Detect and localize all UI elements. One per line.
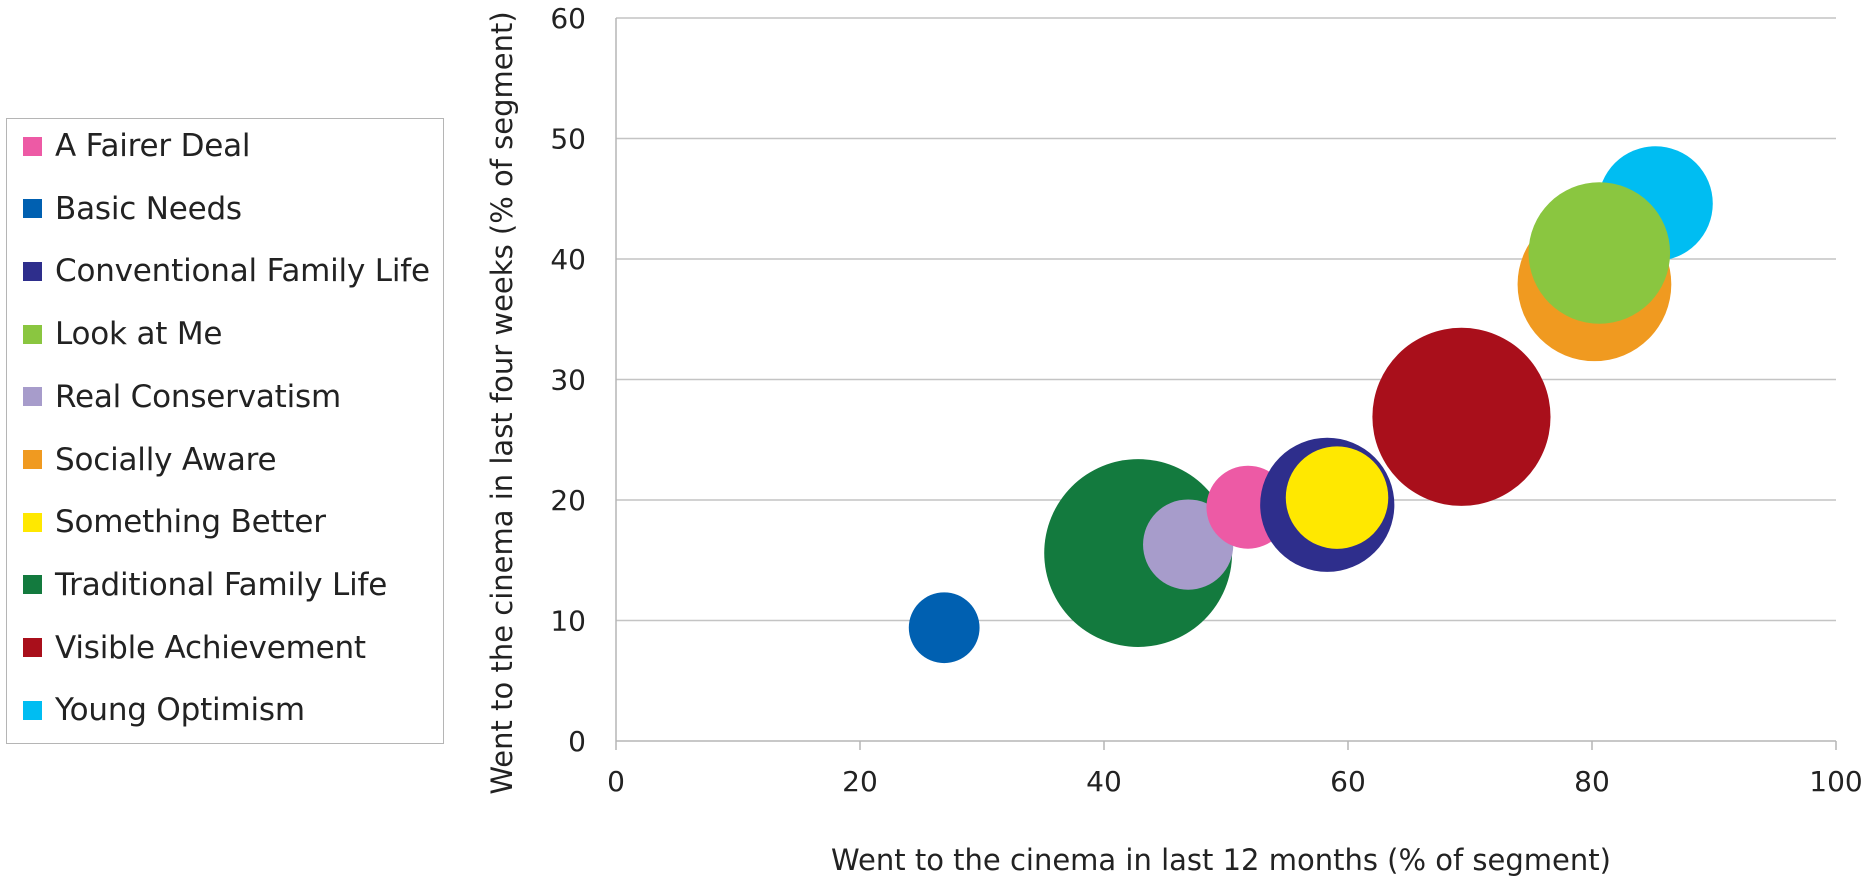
legend-item-conventional-family-life: Conventional Family Life [23,251,430,291]
y-tick-label: 50 [550,123,586,156]
x-tick-label: 80 [1574,765,1610,798]
legend-swatch [23,324,42,344]
legend-label: Something Better [55,504,326,541]
legend-label: Basic Needs [55,190,242,227]
legend-label: Visible Achievement [55,629,366,666]
x-tick-label: 0 [607,765,625,798]
bubble-look-at-me [1528,182,1671,324]
bubble-something-better [1285,446,1389,549]
legend-label: Conventional Family Life [55,253,430,290]
legend-item-basic-needs: Basic Needs [23,189,242,229]
legend-item-visible-achievement: Visible Achievement [23,628,366,668]
legend-item-look-at-me: Look at Me [23,314,222,354]
y-tick-label: 60 [550,2,586,35]
legend-label: Young Optimism [55,692,305,729]
legend-label: Socially Aware [55,441,277,478]
legend-item-a-fairer-deal: A Fairer Deal [23,126,251,166]
y-tick-label: 0 [568,725,586,758]
y-tick-label: 40 [550,243,586,276]
legend-swatch [23,199,42,219]
legend-label: A Fairer Deal [55,128,251,164]
legend-swatch [23,575,42,595]
legend-item-something-better: Something Better [23,502,326,542]
x-axis-title: Went to the cinema in last 12 months (% … [831,843,1611,877]
legend-swatch [23,136,42,156]
legend-swatch [23,700,42,720]
legend-label: Traditional Family Life [55,566,388,603]
y-tick-label: 30 [550,364,586,397]
legend-label: Real Conservatism [55,378,341,415]
legend-swatch [23,512,42,532]
legend-swatch [23,261,42,281]
x-tick-label: 20 [842,765,878,798]
legend-swatch [23,450,42,469]
chart-legend: A Fairer Deal Basic Needs Conventional Fam… [6,118,444,744]
legend-item-traditional-family-life: Traditional Family Life [23,565,387,605]
x-tick-label: 60 [1330,765,1366,798]
axes: 0 10 20 30 40 50 60 0 20 40 60 80 100 [550,2,1862,798]
legend-label: Look at Me [55,316,223,353]
y-axis-title: Went to the cinema in last four weeks (%… [485,11,519,794]
grid-lines [616,17,1836,622]
bubble-visible-achievement [1372,327,1551,506]
x-tick-label: 100 [1809,765,1862,798]
bubbles [908,146,1713,664]
x-tick-label: 40 [1086,765,1122,798]
bubble-basic-needs [908,592,980,664]
legend-swatch [23,387,42,407]
legend-item-socially-aware: Socially Aware [23,440,277,480]
y-tick-label: 10 [550,605,586,638]
legend-swatch [23,638,42,658]
y-tick-label: 20 [550,484,586,517]
legend-item-young-optimism: Young Optimism [23,690,305,730]
legend-item-real-conservatism: Real Conservatism [23,377,341,417]
